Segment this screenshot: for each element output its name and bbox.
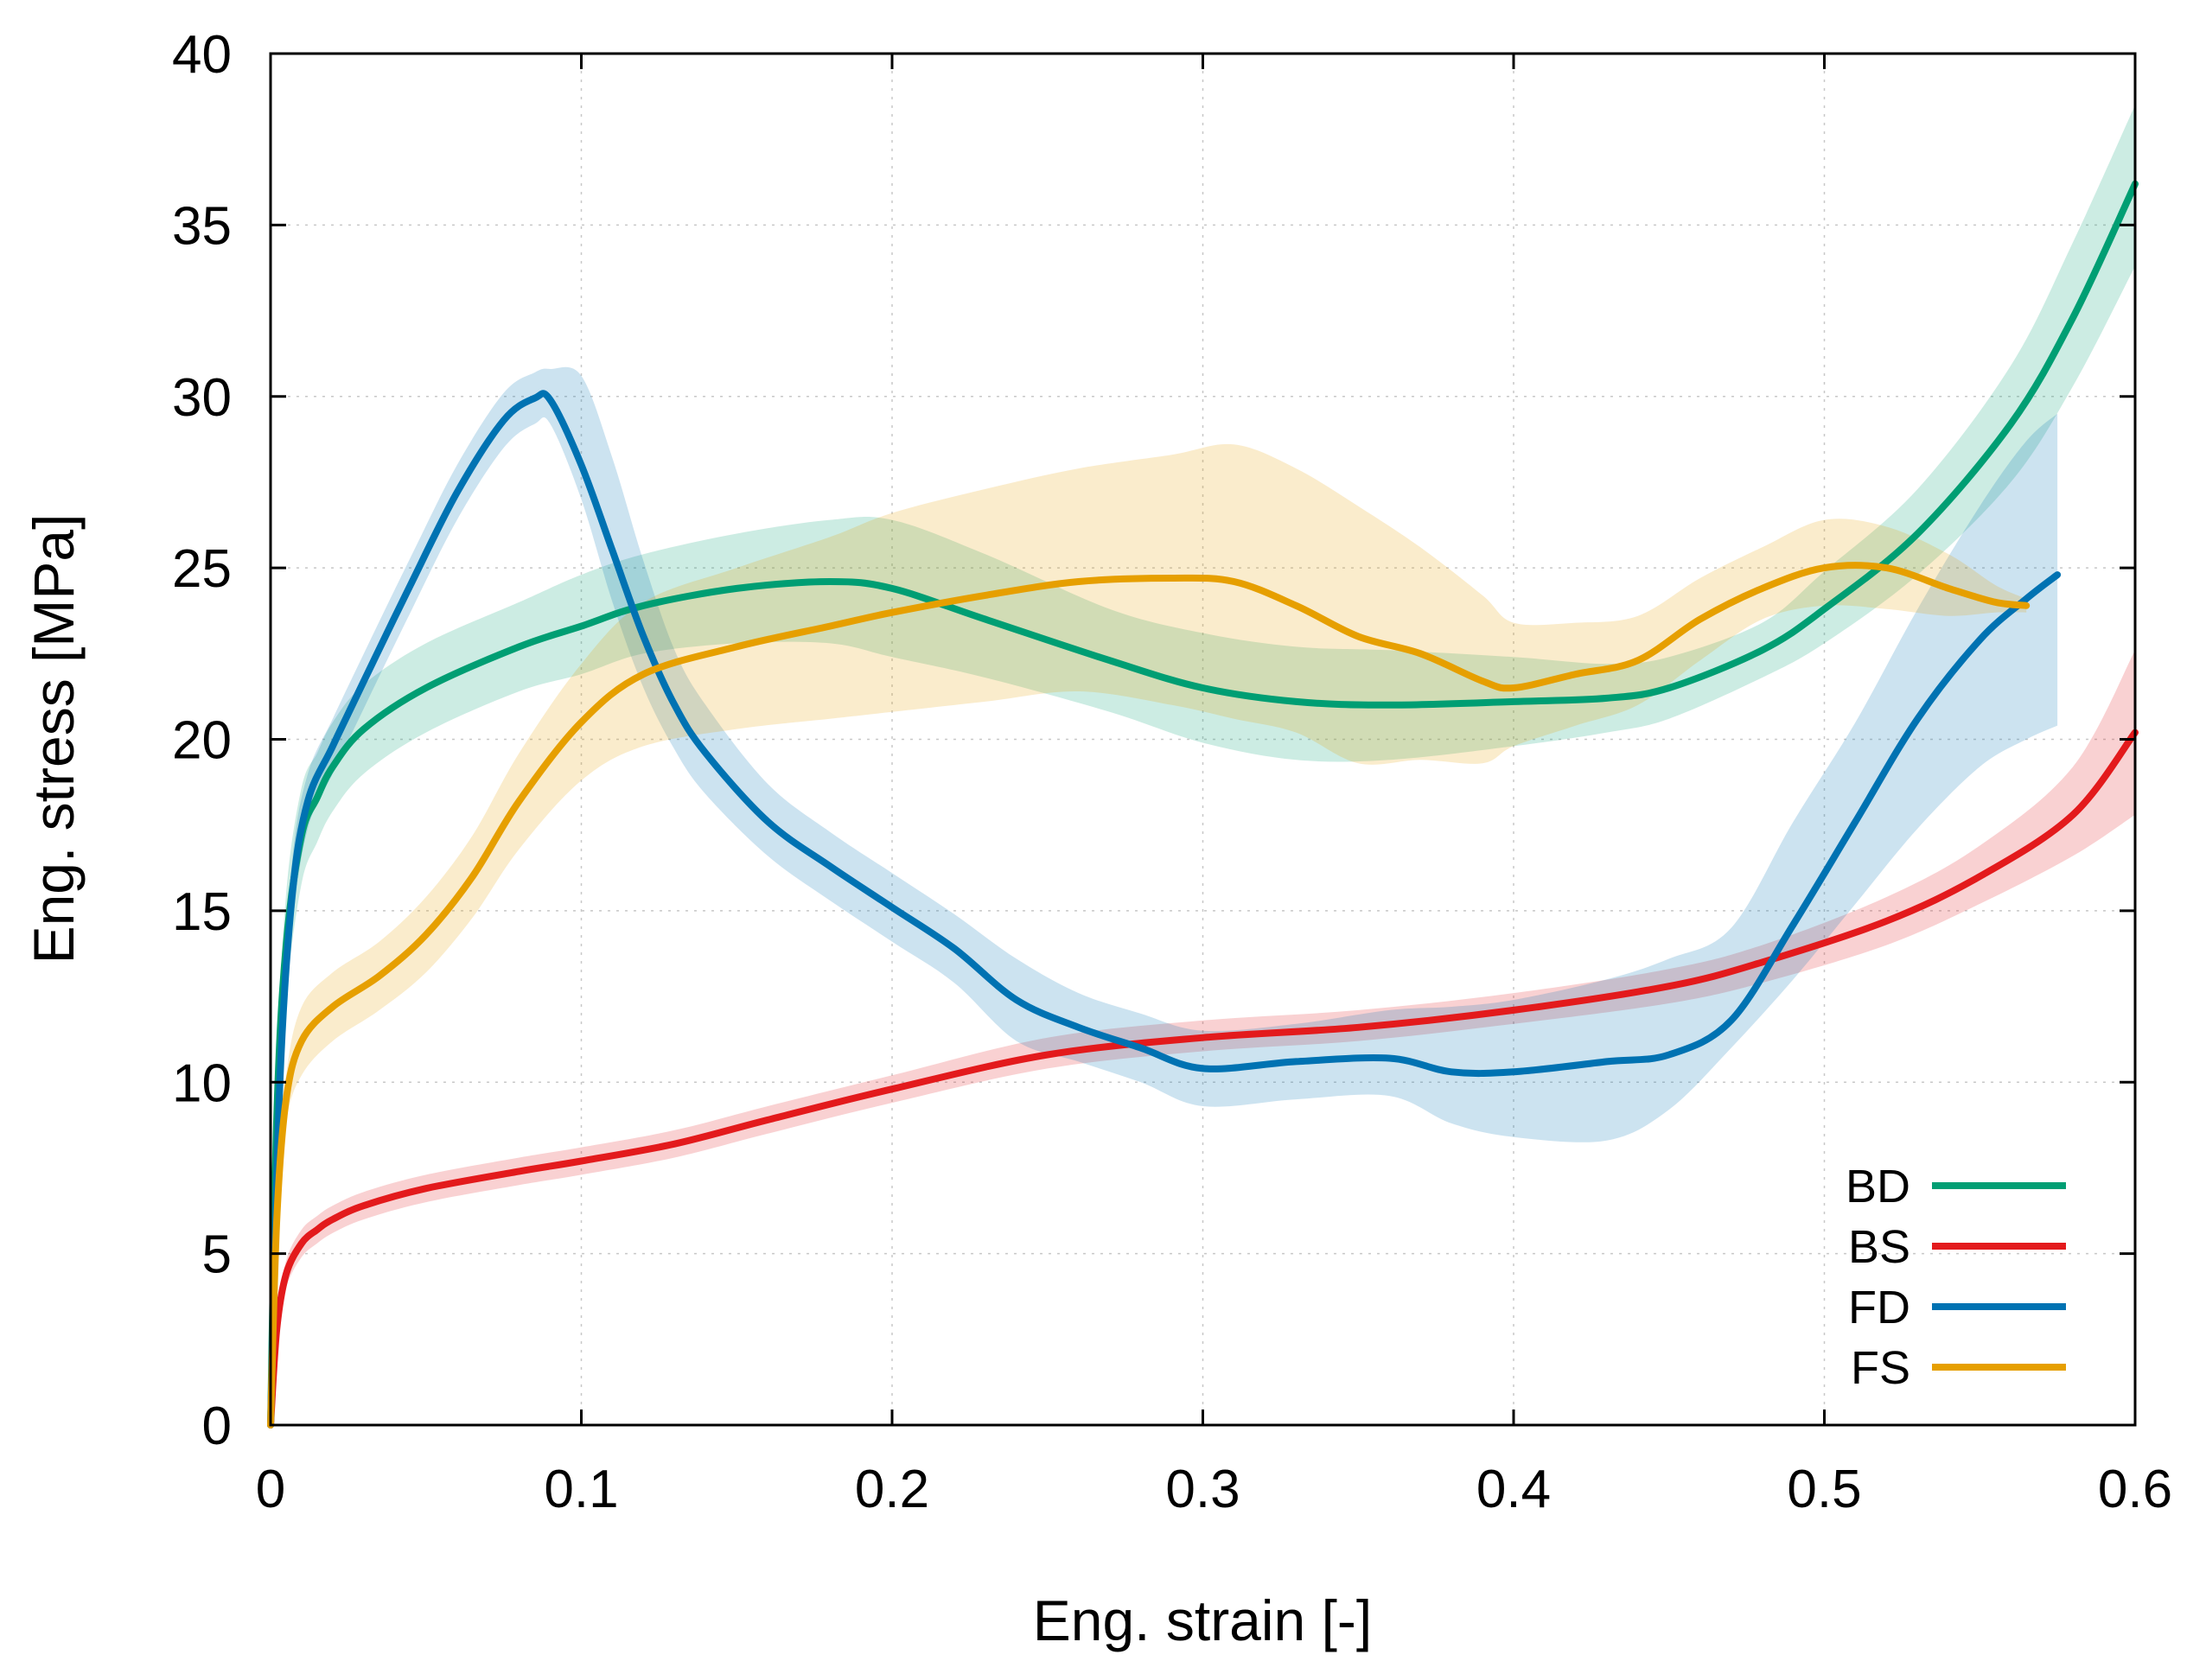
series-lines: [267, 180, 2139, 1429]
legend-label-bs: BS: [1848, 1221, 1910, 1273]
x-tick-label: 0.6: [2098, 1460, 2172, 1519]
x-tick-label: 0: [256, 1460, 285, 1519]
grid: [271, 54, 2135, 1425]
y-tick-label: 25: [172, 539, 232, 599]
y-tick-label: 10: [172, 1053, 232, 1113]
y-tick-label: 0: [202, 1397, 232, 1456]
x-axis-title: Eng. strain [-]: [1033, 1588, 1373, 1652]
axis-ticks: 0 0.1 0.2 0.3 0.4 0.5 0.6 0 5 10 15 20 25 30 35 40: [172, 25, 2172, 1519]
x-tick-label: 0.3: [1165, 1460, 1240, 1519]
y-tick-label: 35: [172, 196, 232, 256]
legend-label-fs: FS: [1851, 1342, 1910, 1394]
line-bd: [267, 180, 2139, 1429]
band-fs: [271, 443, 2027, 1426]
legend-label-fd: FD: [1848, 1282, 1910, 1333]
y-tick-label: 30: [172, 368, 232, 428]
y-tick-label: 20: [172, 711, 232, 771]
x-tick-label: 0.5: [1787, 1460, 1861, 1519]
y-tick-label: 15: [172, 882, 232, 942]
x-tick-label: 0.2: [855, 1460, 929, 1519]
line-bs: [267, 729, 2139, 1429]
x-tick-label: 0.1: [544, 1460, 618, 1519]
legend: BD BS FD FS: [1846, 1161, 2066, 1394]
line-fs: [267, 562, 2031, 1429]
y-tick-label: 40: [172, 25, 232, 85]
y-tick-label: 5: [202, 1225, 232, 1285]
legend-label-bd: BD: [1846, 1161, 1910, 1212]
line-fd: [267, 390, 2062, 1429]
x-tick-label: 0.4: [1476, 1460, 1551, 1519]
y-axis-title: Eng. stress [MPa]: [22, 514, 86, 964]
